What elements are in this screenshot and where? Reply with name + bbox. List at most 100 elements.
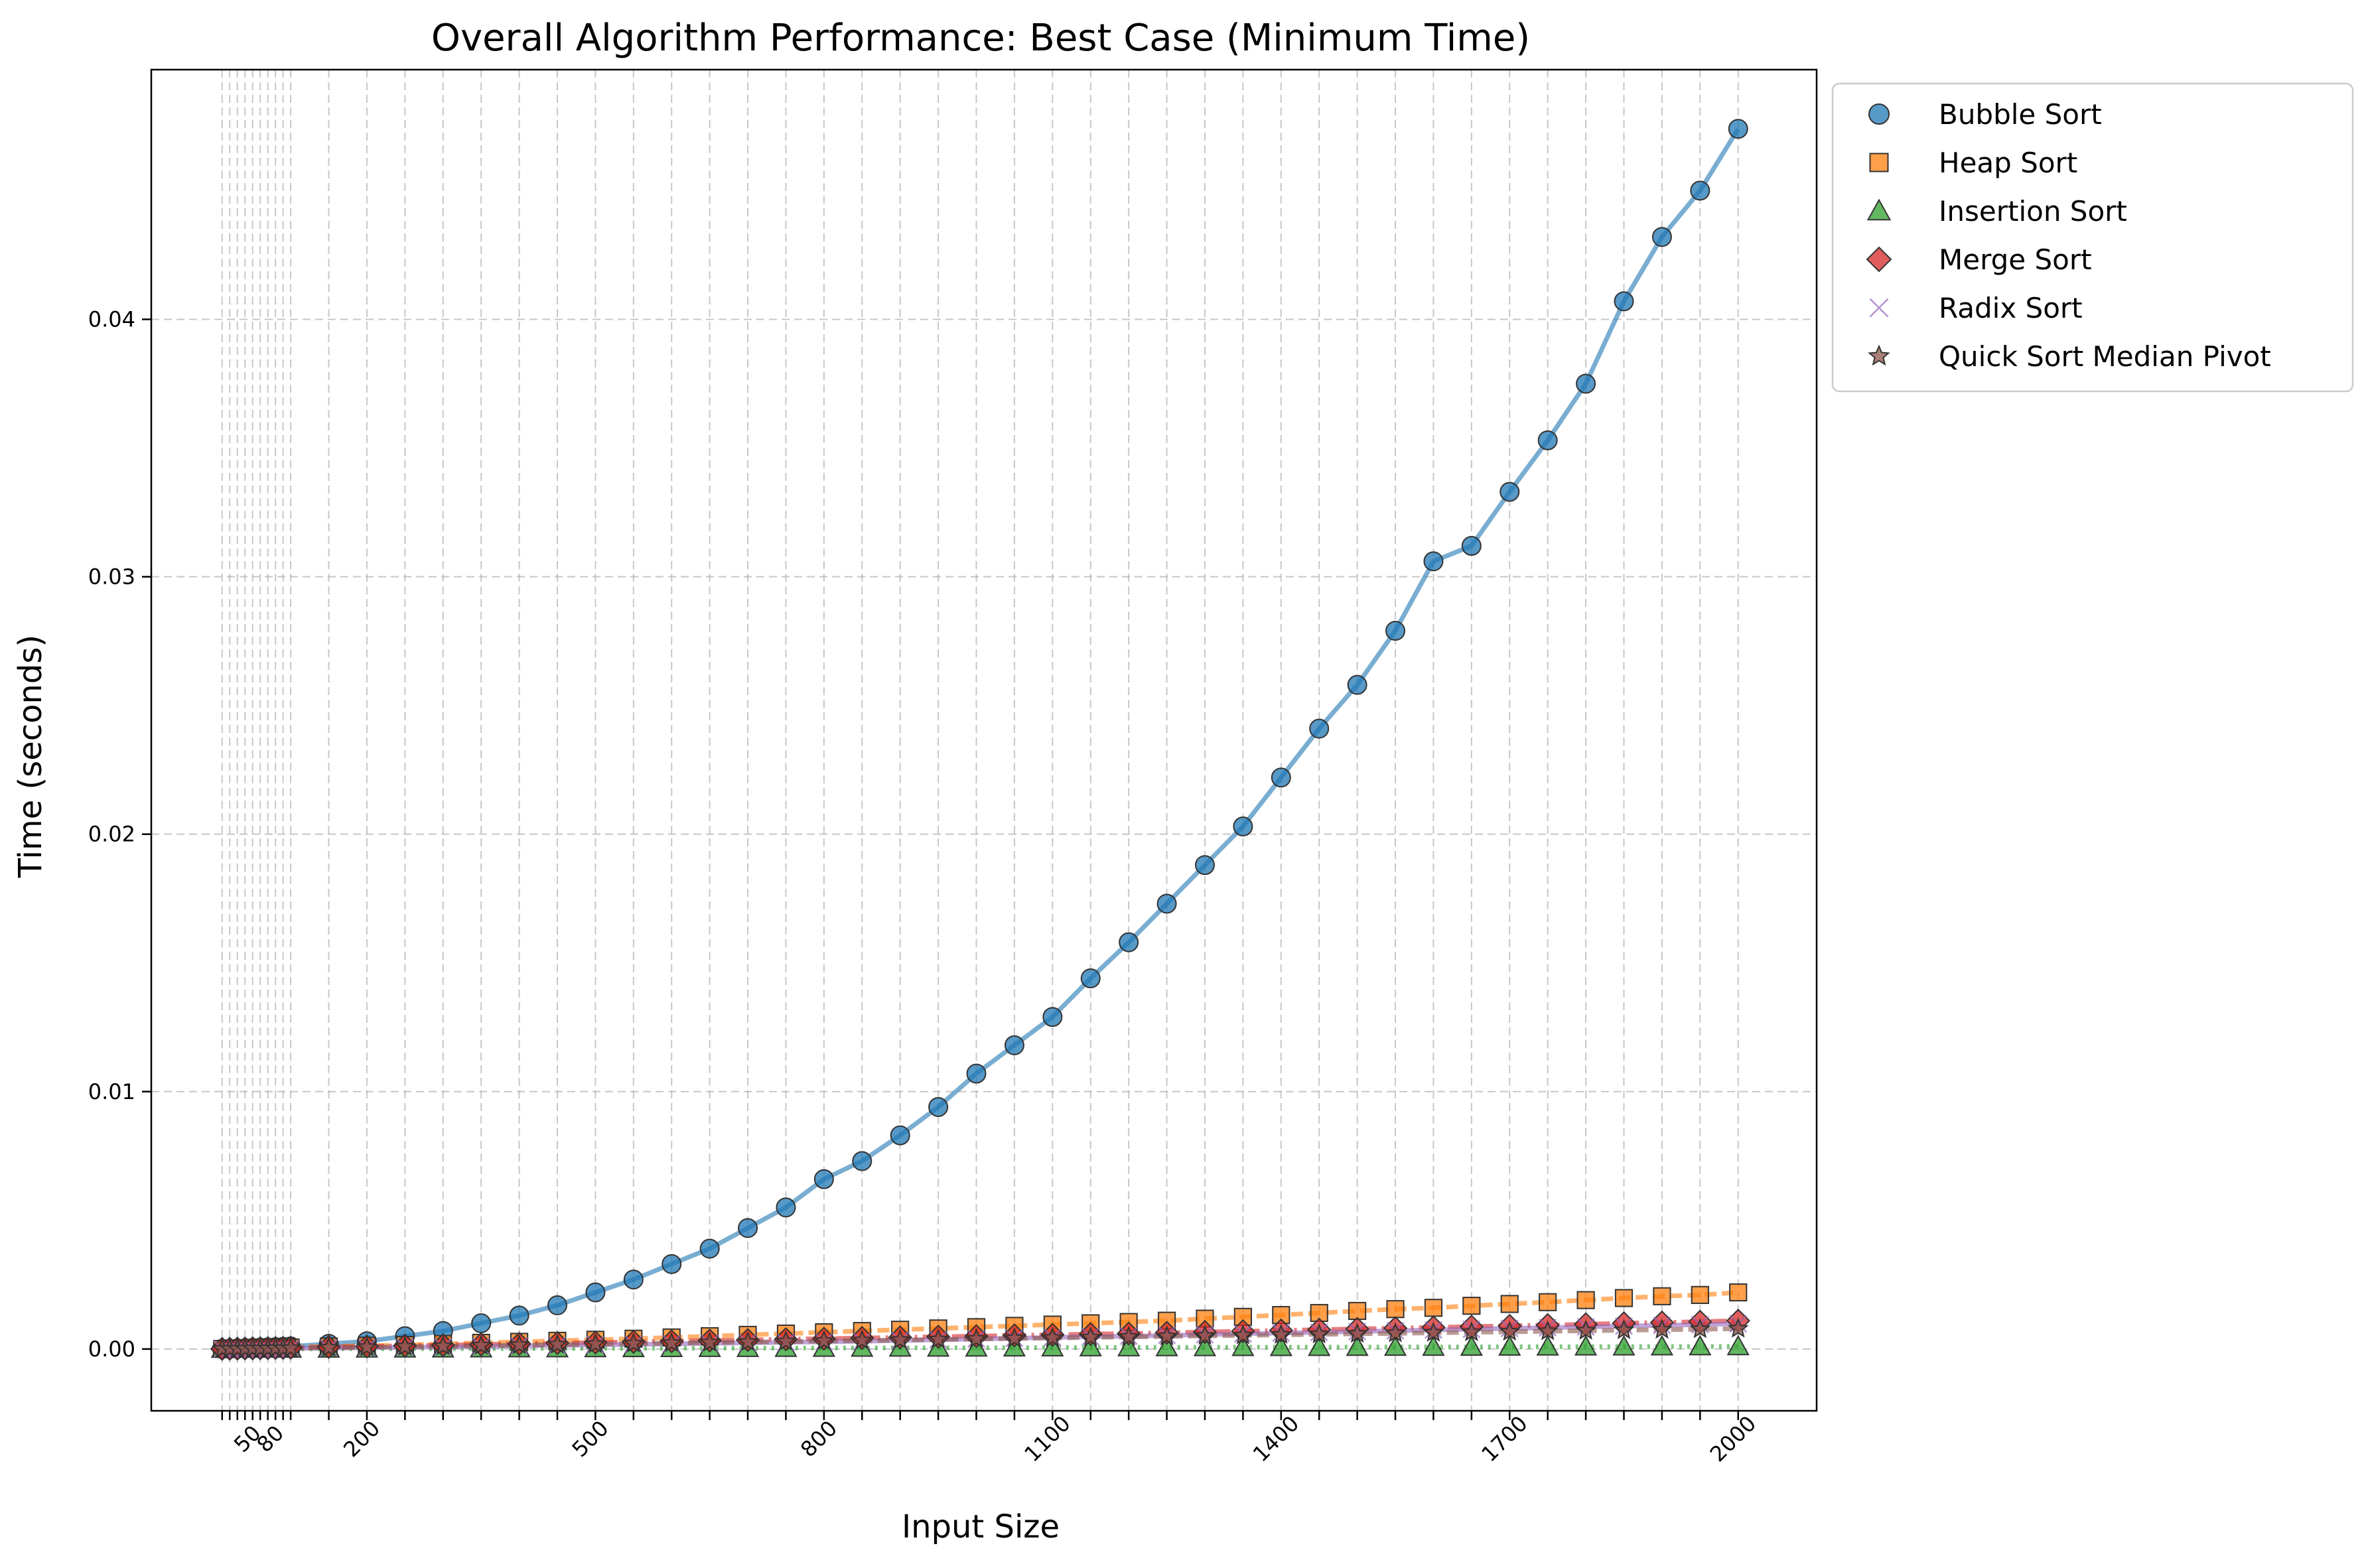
legend-marker — [1866, 198, 1892, 221]
data-point — [1539, 1293, 1557, 1311]
data-point — [1423, 551, 1444, 572]
data-point — [1729, 1283, 1748, 1302]
data-point — [928, 1328, 949, 1348]
data-point — [547, 1295, 567, 1315]
x-tick-label: 800 — [796, 1415, 842, 1462]
data-point — [1613, 1319, 1635, 1340]
data-point — [1269, 1335, 1292, 1356]
data-point — [1231, 1335, 1255, 1356]
legend-marker — [1869, 153, 1889, 172]
data-point — [1080, 968, 1101, 988]
data-point — [1383, 1335, 1407, 1356]
data-point — [1194, 1325, 1216, 1345]
data-point — [1156, 1325, 1178, 1346]
data-point — [1690, 180, 1710, 201]
data-point — [1498, 1335, 1521, 1356]
axes-frame — [150, 68, 1818, 1412]
legend-label: Merge Sort — [1939, 243, 2092, 276]
data-point — [318, 1337, 340, 1357]
data-point — [508, 1334, 530, 1354]
data-point — [1346, 1335, 1369, 1356]
data-point — [1422, 1335, 1445, 1356]
data-point — [965, 1328, 987, 1348]
data-point — [1308, 1323, 1330, 1344]
legend-marker — [1868, 344, 1890, 366]
data-point — [889, 1329, 911, 1349]
data-point — [1155, 1335, 1178, 1356]
x-tick-label: 80 — [252, 1420, 289, 1457]
data-point — [509, 1305, 529, 1326]
data-point — [1461, 1321, 1482, 1342]
data-point — [1689, 1335, 1712, 1356]
data-point — [1194, 855, 1215, 876]
data-point — [1537, 430, 1558, 450]
data-point — [1117, 1336, 1141, 1356]
legend-marker — [1866, 246, 1892, 273]
data-point — [1575, 1319, 1596, 1340]
data-point — [280, 1337, 301, 1358]
data-point — [1004, 1035, 1024, 1055]
data-point — [1156, 893, 1177, 914]
data-point — [813, 1330, 835, 1350]
data-point — [1462, 1297, 1481, 1315]
data-point — [1536, 1335, 1559, 1356]
legend-label: Quick Sort Median Pivot — [1939, 340, 2271, 373]
data-point — [1650, 1335, 1674, 1356]
legend-marker — [1868, 103, 1890, 125]
data-point — [1728, 119, 1748, 139]
plot-background — [151, 70, 1817, 1411]
data-point — [1118, 1325, 1139, 1346]
data-point — [1386, 1300, 1405, 1319]
data-point — [1004, 1327, 1025, 1348]
data-point — [585, 1282, 606, 1303]
data-point — [1080, 1326, 1101, 1346]
data-point — [470, 1335, 492, 1355]
y-tick-label: 0.02 — [88, 822, 135, 847]
data-point — [1308, 1335, 1331, 1356]
data-point — [356, 1336, 378, 1356]
x-tick-label: 2000 — [1705, 1411, 1761, 1467]
data-point — [585, 1333, 606, 1353]
data-point — [1042, 1327, 1064, 1347]
data-point — [737, 1331, 758, 1351]
data-point — [1614, 291, 1634, 312]
data-point — [1424, 1299, 1443, 1317]
data-point — [1119, 932, 1139, 952]
legend-label: Radix Sort — [1939, 292, 2083, 324]
data-point — [928, 1097, 949, 1118]
data-point — [394, 1335, 416, 1356]
data-point — [1651, 227, 1672, 247]
legend-label: Heap Sort — [1939, 147, 2077, 179]
data-point — [738, 1218, 758, 1238]
data-point — [1232, 1324, 1254, 1344]
x-axis-label: Input Size — [902, 1508, 1060, 1545]
data-point — [1574, 1335, 1598, 1356]
y-tick-label: 0.04 — [88, 306, 135, 332]
data-point — [1691, 1285, 1709, 1304]
data-point — [1500, 1295, 1519, 1313]
data-point — [851, 1329, 873, 1350]
data-point — [547, 1333, 568, 1354]
data-point — [1499, 482, 1520, 502]
data-point — [1079, 1336, 1102, 1356]
data-point — [1499, 1321, 1521, 1341]
data-point — [1576, 373, 1596, 394]
y-tick-label: 0.03 — [88, 564, 135, 590]
data-point — [1348, 1301, 1367, 1321]
data-point — [1310, 1303, 1328, 1323]
data-point — [775, 1330, 797, 1350]
data-point — [1193, 1335, 1217, 1356]
data-point — [1726, 1335, 1750, 1356]
x-tick-label: 1400 — [1248, 1411, 1304, 1467]
legend-marker — [1869, 298, 1889, 318]
data-point — [1423, 1321, 1444, 1342]
y-tick-label: 0.00 — [88, 1337, 135, 1362]
data-point — [1689, 1318, 1711, 1339]
x-tick-label: 200 — [338, 1415, 385, 1462]
data-point — [1385, 1322, 1406, 1342]
data-point — [776, 1197, 796, 1218]
data-point — [661, 1332, 682, 1352]
data-point — [1576, 1291, 1595, 1309]
